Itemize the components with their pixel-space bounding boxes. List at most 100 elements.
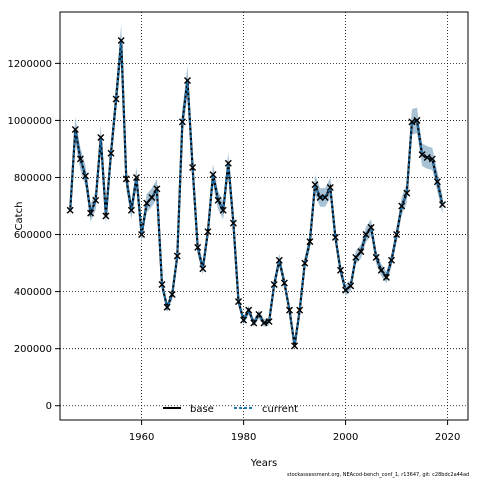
data-point bbox=[224, 159, 232, 167]
data-point bbox=[250, 319, 258, 327]
legend: base current bbox=[163, 404, 298, 415]
plot-frame bbox=[59, 11, 469, 421]
data-point bbox=[127, 206, 135, 214]
y-tick-label: 200000 bbox=[14, 344, 52, 355]
data-point bbox=[168, 290, 176, 298]
data-point bbox=[357, 248, 365, 256]
data-point bbox=[275, 256, 283, 264]
data-point bbox=[286, 306, 293, 314]
data-point bbox=[76, 155, 84, 163]
y-tick-label: 1200000 bbox=[7, 59, 52, 70]
data-point bbox=[82, 172, 89, 180]
data-point bbox=[433, 178, 441, 186]
series-lines bbox=[69, 40, 444, 346]
data-point bbox=[133, 173, 140, 181]
data-point bbox=[219, 206, 227, 214]
data-point bbox=[280, 279, 288, 287]
data-point bbox=[173, 252, 181, 260]
data-point bbox=[408, 118, 416, 126]
confidence-band bbox=[70, 24, 443, 349]
data-point bbox=[122, 175, 130, 183]
data-point bbox=[189, 164, 197, 171]
data-point bbox=[296, 306, 304, 314]
legend-current-label: current bbox=[262, 404, 298, 415]
data-point bbox=[214, 196, 222, 204]
data-point bbox=[255, 310, 263, 318]
data-point bbox=[235, 298, 242, 306]
data-point bbox=[71, 126, 79, 134]
data-point bbox=[148, 193, 156, 201]
x-axis-ticks: 1960 1980 2000 2020 bbox=[129, 420, 460, 443]
data-point bbox=[316, 193, 324, 201]
y-tick-label: 400000 bbox=[14, 287, 52, 298]
data-point bbox=[163, 303, 171, 311]
data-point bbox=[270, 280, 278, 288]
data-point bbox=[382, 273, 390, 281]
data-point bbox=[66, 206, 74, 214]
confidence-band-area bbox=[70, 24, 443, 349]
data-point bbox=[291, 342, 299, 350]
data-point bbox=[194, 243, 202, 251]
data-point bbox=[97, 134, 105, 142]
series-line-current bbox=[69, 40, 444, 346]
data-point bbox=[117, 37, 125, 45]
data-point bbox=[265, 318, 273, 326]
series-line-base bbox=[69, 40, 444, 346]
data-point bbox=[184, 76, 191, 84]
data-point bbox=[388, 256, 395, 264]
data-point bbox=[245, 306, 253, 314]
data-point bbox=[301, 259, 309, 267]
data-point bbox=[367, 223, 375, 231]
data-point bbox=[439, 201, 446, 209]
y-axis-title: Catch bbox=[14, 202, 25, 231]
x-tick-label: 2020 bbox=[435, 432, 460, 443]
data-point bbox=[92, 196, 100, 204]
footer-caption: stockassessment.org, NEAcod-bench_conf_1… bbox=[287, 472, 470, 478]
x-axis-title: Years bbox=[250, 458, 277, 469]
data-point bbox=[112, 95, 120, 103]
data-point bbox=[393, 231, 401, 239]
data-point bbox=[311, 181, 319, 189]
data-point bbox=[199, 265, 207, 273]
data-point bbox=[107, 149, 115, 157]
grid-lines bbox=[60, 12, 468, 420]
data-point bbox=[87, 209, 95, 217]
data-point bbox=[209, 171, 217, 179]
data-point bbox=[377, 266, 385, 274]
data-point bbox=[102, 212, 110, 220]
data-point bbox=[143, 199, 151, 207]
data-point bbox=[229, 219, 237, 227]
data-point bbox=[204, 228, 212, 236]
data-point bbox=[362, 231, 370, 239]
data-point bbox=[398, 202, 406, 210]
y-tick-label: 0 bbox=[46, 401, 52, 412]
data-point bbox=[326, 183, 334, 191]
data-point bbox=[306, 238, 314, 246]
y-tick-label: 800000 bbox=[14, 173, 52, 184]
data-point bbox=[403, 189, 411, 197]
data-point bbox=[331, 233, 339, 241]
x-tick-label: 1980 bbox=[231, 432, 256, 443]
data-point bbox=[260, 319, 268, 327]
data-point bbox=[428, 155, 436, 163]
data-point bbox=[337, 266, 344, 274]
y-tick-label: 1000000 bbox=[7, 116, 52, 127]
y-tick-label: 600000 bbox=[14, 230, 52, 241]
legend-base-label: base bbox=[190, 404, 214, 415]
y-axis-ticks: 0 200000 400000 600000 800000 1000000 1200000 bbox=[7, 59, 60, 412]
data-point bbox=[423, 154, 431, 162]
x-tick-label: 2000 bbox=[333, 432, 358, 443]
data-point bbox=[321, 193, 329, 201]
data-point bbox=[138, 231, 146, 239]
data-point bbox=[347, 282, 355, 290]
data-point bbox=[352, 253, 360, 261]
data-points bbox=[66, 37, 446, 350]
data-point bbox=[413, 116, 421, 124]
data-point bbox=[158, 280, 166, 288]
x-tick-label: 1960 bbox=[129, 432, 154, 443]
data-point bbox=[153, 185, 161, 193]
data-point bbox=[178, 118, 186, 126]
data-point bbox=[240, 316, 248, 324]
data-point bbox=[418, 151, 426, 159]
